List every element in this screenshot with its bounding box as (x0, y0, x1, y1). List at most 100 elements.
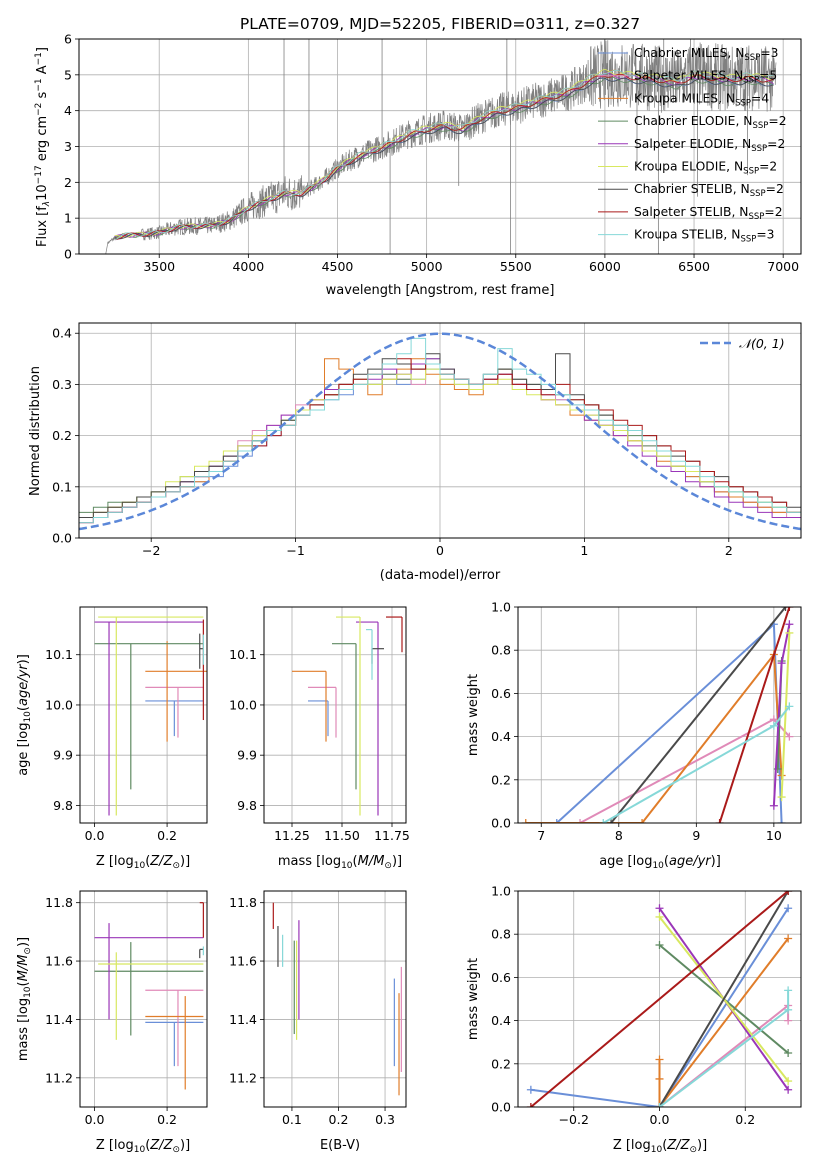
plot-area (526, 891, 793, 1107)
label-part: age/yr (669, 854, 712, 869)
legend-text: Chabrier STELIB, N (634, 182, 750, 196)
legend-suffix: =5 (759, 69, 777, 83)
x-tick-label: −2 (142, 543, 160, 558)
legend-sub: SSP (751, 144, 767, 154)
label-part: age [log (599, 854, 652, 869)
y-tick-label: 5 (64, 67, 72, 82)
x-tick-label: 8 (615, 828, 623, 843)
label-part: ⊙ (172, 1145, 180, 1155)
y-tick-label: 0.2 (491, 1056, 511, 1071)
x-tick-label: 10 (766, 828, 782, 843)
plot-area (272, 902, 402, 1096)
label-part: −1 (34, 52, 44, 65)
label-part: Z [log (96, 854, 134, 869)
legend-sub: SSP (749, 212, 765, 222)
x-axis-label: Z [log10(Z/Z⊙)] (613, 1138, 707, 1155)
errorbar-chabrier-elodie (94, 643, 204, 790)
plus-marker (655, 941, 664, 949)
plus-marker (784, 934, 793, 943)
legend-text: Chabrier ELODIE, N (634, 114, 752, 128)
y-tick-label: 11.6 (45, 954, 73, 969)
plus-marker (599, 819, 608, 823)
panel-age-vs-Z: 0.0 0.29.89.910.010.1Z [log10(Z/Z⊙)]age [… (16, 606, 208, 871)
x-tick-label: 4000 (232, 259, 264, 274)
legend-suffix: =2 (759, 160, 777, 174)
errorbar-kroupa-miles (145, 641, 207, 742)
axes-frame (517, 890, 802, 1108)
series-kroupa-stelib (655, 986, 793, 1107)
model-curve (114, 68, 774, 238)
legend-text: Salpeter STELIB, N (634, 205, 749, 219)
x-tick-label: 1 (580, 543, 588, 558)
label-part: ⊙ (23, 947, 33, 955)
legend-label: Salpeter STELIB, NSSP=2 (634, 205, 783, 222)
y-axis-label: age [log10(age/yr)] (16, 654, 33, 776)
y-tick-label: 0.1 (52, 479, 72, 494)
legend-text: Kroupa STELIB, N (634, 228, 740, 242)
x-tick-label: 9 (692, 828, 700, 843)
legend-text: Chabrier MILES, N (634, 46, 744, 60)
errorbar-kroupa-miles (292, 670, 327, 742)
label-part: ( (662, 1138, 667, 1153)
label-part: ( (16, 706, 31, 711)
y-tick-label: 9.8 (53, 798, 73, 813)
x-tick-label: 0 (436, 543, 444, 558)
y-tick-label: 11.4 (45, 1012, 73, 1027)
errorbar-kroupa-miles (145, 996, 204, 1090)
legend-label: 𝒩(0, 1) (739, 336, 785, 351)
label-part: ⊙ (689, 1145, 697, 1155)
label-part: 10 (651, 1145, 663, 1155)
plot-area (292, 616, 403, 816)
label-part: 10 (134, 861, 146, 871)
plot-area (94, 902, 204, 1090)
y-tick-label: 0.2 (52, 428, 72, 443)
errorbar-kroupa-elodie (98, 616, 204, 816)
y-tick-label: 1.0 (491, 600, 511, 615)
panel-spectrum: 3500 4000 4500 5000 5500 6000 6500 7000 0 1 2 3 4 5 6 C… (34, 32, 802, 298)
grid (80, 891, 207, 1107)
x-axis-label: age [log10(age/yr)] (599, 854, 721, 871)
y-tick-label: 11.6 (229, 954, 257, 969)
y-tick-label: 0.0 (52, 531, 72, 546)
axes-frame (79, 890, 208, 1108)
errorbar-salpeter-elodie (94, 621, 204, 816)
y-tick-label: 10.0 (229, 697, 257, 712)
label-part: 10 (23, 986, 33, 998)
label-part: mass [log (278, 854, 341, 869)
plus-marker (655, 1103, 664, 1107)
x-axis-label: E(B-V) (320, 1138, 360, 1153)
plus-marker (785, 702, 794, 711)
plot-area (105, 39, 777, 254)
y-tick-label: 11.4 (229, 1012, 257, 1027)
x-tick-label: 7 (537, 828, 545, 843)
legend-suffix: =2 (766, 182, 784, 196)
legend-suffix: =2 (767, 137, 785, 151)
plus-marker (784, 1077, 793, 1086)
y-tick-label: 11.2 (229, 1070, 257, 1085)
plus-marker (777, 819, 786, 823)
legend-text: Salpeter MILES, N (634, 69, 743, 83)
model-curve (114, 73, 774, 240)
grid (79, 38, 801, 255)
label-part: 10 (134, 1145, 146, 1155)
label-part: ⊙ (172, 861, 180, 871)
panel-mass-vs-EBV: 0.1 0.2 0.3 11.2 11.4 11.6 11.8 E(B-V) (229, 890, 407, 1153)
legend-label: Kroupa MILES, NSSP=4 (634, 91, 769, 108)
y-tick-label: 10.1 (45, 647, 73, 662)
weight-line (530, 891, 789, 1107)
errorbar-salpeter-stelib (199, 902, 204, 938)
y-tick-label: 0.6 (491, 686, 511, 701)
weight-line (530, 907, 789, 1107)
label-part: 10 (652, 861, 664, 871)
legend-suffix: =2 (768, 114, 786, 128)
y-tick-label: 11.8 (229, 895, 257, 910)
x-axis-label: Z [log10(Z/Z⊙)] (96, 854, 190, 871)
label-part: ( (353, 854, 358, 869)
histogram-kroupa-stelib (79, 337, 801, 538)
errorbar-salpeter-elodie (94, 923, 204, 1020)
plus-marker (777, 659, 786, 668)
series-salpeter-stelib (715, 607, 794, 823)
label-part: ( (145, 1138, 150, 1153)
